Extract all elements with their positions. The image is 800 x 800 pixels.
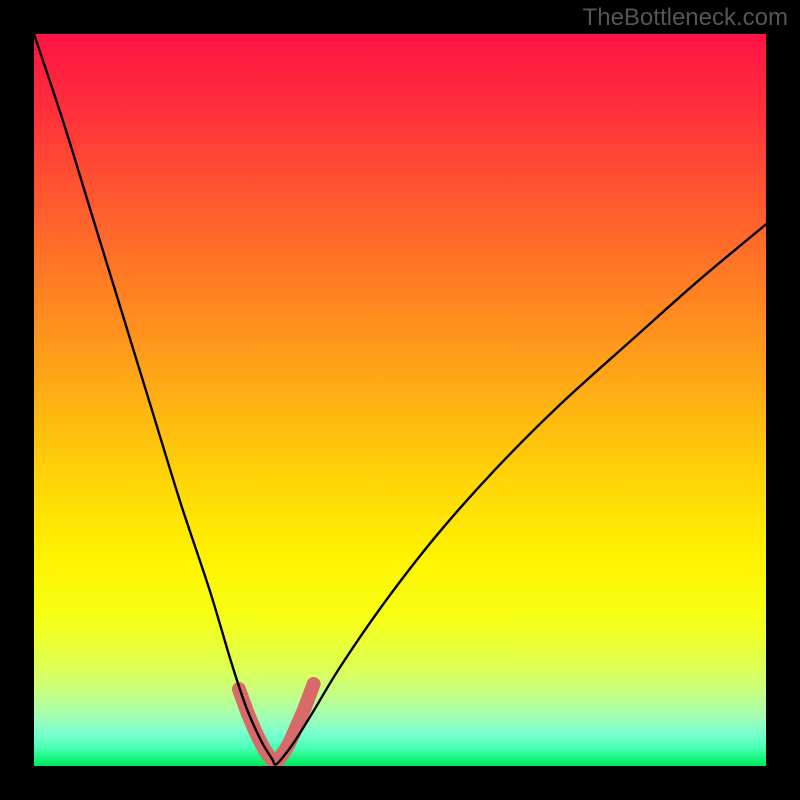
chart-container: TheBottleneck.com <box>0 0 800 800</box>
chart-svg <box>0 0 800 800</box>
plot-background <box>34 34 766 766</box>
